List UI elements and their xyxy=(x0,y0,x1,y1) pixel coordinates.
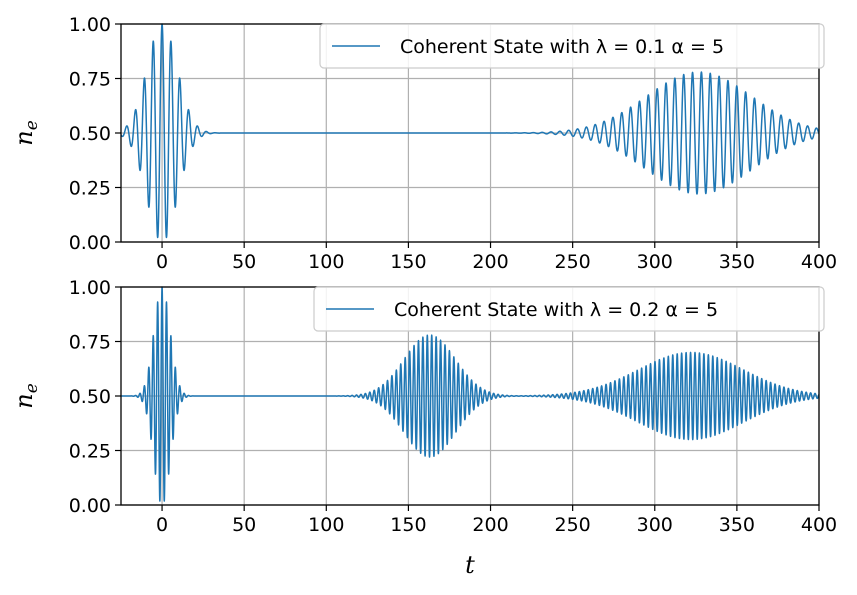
y-tick-label: 1.00 xyxy=(69,14,111,36)
legend-label: Coherent State with λ = 0.1 α = 5 xyxy=(400,36,724,58)
y-tick-label: 1.00 xyxy=(69,277,111,299)
x-tick-label: 150 xyxy=(390,251,426,273)
y-tick-label: 0.75 xyxy=(69,69,111,91)
y-tick-label: 0.75 xyxy=(69,332,111,354)
x-tick-label: 150 xyxy=(390,514,426,536)
x-axis-label: t xyxy=(465,551,475,579)
x-tick-label: 100 xyxy=(308,251,344,273)
y-tick-label: 0.50 xyxy=(69,123,111,145)
top-panel: 0 50 100 150 200 250 300 350 400 0.00 0.25 0.50 0.75… xyxy=(10,14,837,273)
y-tick-label: 0.00 xyxy=(69,495,111,517)
legend-label: Coherent State with λ = 0.2 α = 5 xyxy=(394,299,718,321)
legend: Coherent State with λ = 0.1 α = 5 xyxy=(319,23,825,69)
x-tick-label: 300 xyxy=(637,514,673,536)
x-tick-label: 300 xyxy=(637,251,673,273)
legend: Coherent State with λ = 0.2 α = 5 xyxy=(313,286,825,332)
x-tick-label: 250 xyxy=(555,514,591,536)
x-tick-label: 50 xyxy=(232,251,256,273)
x-tick-label: 100 xyxy=(308,514,344,536)
x-tick-label: 200 xyxy=(472,251,508,273)
x-tick-label: 350 xyxy=(719,514,755,536)
x-tick-label: 400 xyxy=(801,514,837,536)
x-tick-label: 250 xyxy=(555,251,591,273)
x-tick-label: 50 xyxy=(232,514,256,536)
x-tick-label: 0 xyxy=(156,514,168,536)
series-line xyxy=(121,286,819,502)
series-line xyxy=(121,23,819,239)
x-tick-label: 350 xyxy=(719,251,755,273)
y-tick-label: 0.25 xyxy=(69,441,111,463)
x-tick-label: 200 xyxy=(472,514,508,536)
y-axis-label: ne xyxy=(10,383,42,409)
x-tick-label: 400 xyxy=(801,251,837,273)
y-tick-label: 0.50 xyxy=(69,386,111,408)
y-tick-label: 0.00 xyxy=(69,232,111,254)
x-tick-label: 0 xyxy=(156,251,168,273)
y-tick-label: 0.25 xyxy=(69,178,111,200)
y-axis-label: ne xyxy=(10,120,42,146)
bottom-panel: 0 50 100 150 200 250 300 350 400 0.00 0.25 0.50 0.75… xyxy=(10,277,837,579)
